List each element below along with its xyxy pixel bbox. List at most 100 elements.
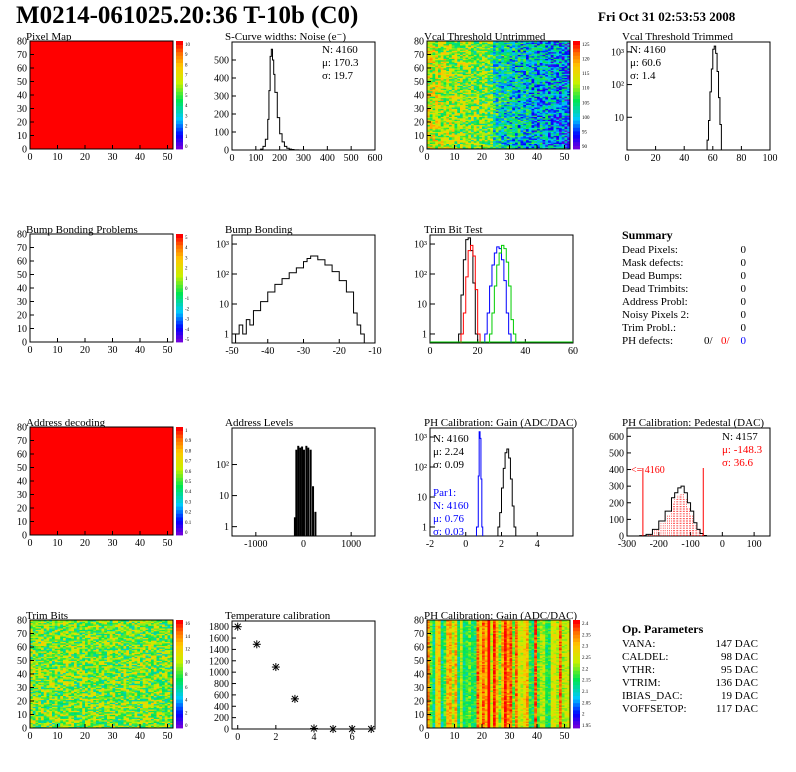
heatmap-cell: [553, 81, 557, 84]
heatmap-cell: [476, 109, 480, 112]
heatmap-cell: [487, 120, 491, 123]
heatmap-cell: [454, 55, 458, 58]
heatmap-cell: [429, 115, 433, 117]
heatmap-cell: [465, 122, 469, 124]
heatmap-cell: [512, 108, 516, 111]
heatmap-cell: [435, 128, 439, 131]
heatmap-cell: [542, 84, 546, 86]
heatmap-cell: [504, 81, 508, 84]
heatmap-cell: [517, 81, 521, 84]
heatmap-cell: [512, 69, 516, 72]
heatmap-cell: [473, 122, 477, 124]
heatmap-cell: [468, 124, 472, 127]
heatmap-cell: [520, 116, 524, 119]
heatmap-cell: [539, 103, 543, 105]
heatmap-cell: [41, 703, 45, 706]
heatmap-cell: [545, 66, 549, 69]
heatmap-cell: [515, 93, 519, 96]
heatmap-cell: [542, 107, 546, 109]
heatmap-cell: [556, 104, 560, 107]
heatmap-cell: [520, 128, 524, 131]
x-tick-label: 30: [108, 152, 118, 163]
heatmap-cell: [567, 140, 571, 143]
heatmap-cell: [443, 99, 447, 101]
heatmap-cell: [41, 717, 45, 719]
heatmap-cell: [473, 66, 477, 69]
heatmap-cell: [506, 108, 510, 111]
heatmap-cell: [509, 138, 513, 140]
heatmap-cell: [526, 53, 530, 55]
heatmap-cell: [523, 53, 527, 55]
heatmap-cell: [438, 77, 442, 80]
heatmap-cell: [537, 47, 541, 50]
heatmap-cell: [564, 95, 568, 97]
heatmap-cell: [438, 143, 442, 146]
heatmap-cell: [427, 103, 431, 105]
heatmap-cell: [43, 667, 47, 669]
heatmap-cell: [457, 112, 461, 115]
heatmap-cell: [32, 632, 36, 634]
heatmap-cell: [493, 95, 497, 97]
heatmap-cell: [43, 645, 47, 648]
heatmap-cell: [495, 96, 499, 99]
heatmap-cell: [32, 660, 36, 663]
heatmap-cell: [446, 57, 450, 59]
color-scale-segment: [176, 470, 183, 475]
heatmap-cell: [553, 128, 557, 131]
heatmap-cell: [30, 695, 34, 698]
heatmap-cell: [523, 122, 527, 124]
heatmap-cell: [443, 122, 447, 124]
heatmap-cell: [539, 42, 543, 45]
heatmap-cell: [432, 84, 436, 86]
heatmap-cell: [506, 136, 510, 139]
heatmap-cell: [534, 127, 538, 130]
heatmap-cell: [429, 66, 433, 69]
heatmap-cells: [30, 41, 173, 149]
heatmap-cell: [468, 128, 472, 131]
heatmap-cell: [531, 77, 535, 80]
heatmap-cell: [468, 95, 472, 97]
heatmap-cell: [30, 694, 34, 696]
heatmap-cell: [41, 656, 45, 659]
heatmap-cell: [465, 53, 469, 55]
heatmap-cell: [504, 130, 508, 132]
heatmap-cell: [506, 63, 510, 66]
heatmap-cell: [438, 104, 442, 107]
heatmap-cell: [471, 138, 475, 140]
heatmap-cell: [427, 128, 431, 131]
color-scale-segment: [176, 527, 183, 532]
heatmap-cell: [498, 66, 502, 69]
heatmap-cell: [526, 51, 530, 54]
color-scale-segment: [176, 270, 183, 274]
heatmap-cell: [32, 661, 36, 664]
heatmap-cell: [462, 108, 466, 111]
heatmap-cell: [548, 89, 552, 92]
heatmap-cell: [495, 68, 499, 70]
heatmap-cell: [487, 131, 491, 134]
heatmap-cell: [432, 135, 436, 138]
heatmap-cell: [35, 709, 39, 711]
heatmap-cell: [435, 113, 439, 116]
heatmap-cell: [443, 76, 447, 78]
heatmap-cell: [427, 123, 431, 126]
heatmap-cell: [490, 135, 494, 138]
heatmap-cell: [460, 126, 464, 128]
heatmap-cell: [490, 61, 494, 63]
heatmap-cell: [523, 131, 527, 134]
color-scale-segment: [176, 116, 183, 121]
heatmap-cell: [498, 49, 502, 51]
heatmap-cell: [451, 66, 455, 69]
heatmap-cell: [493, 51, 497, 54]
heatmap-cell: [41, 695, 45, 698]
heatmap-cell: [526, 41, 530, 43]
heatmap-cell: [482, 61, 486, 63]
heatmap-cell: [523, 132, 527, 135]
heatmap-cell: [512, 86, 516, 89]
heatmap-cell: [32, 656, 36, 659]
heatmap-cell: [493, 65, 497, 68]
heatmap-cell: [35, 653, 39, 656]
heatmap-cell: [556, 74, 560, 77]
heatmap-cell: [457, 113, 461, 116]
heatmap-cell: [531, 41, 535, 43]
color-scale-segment: [176, 463, 183, 467]
